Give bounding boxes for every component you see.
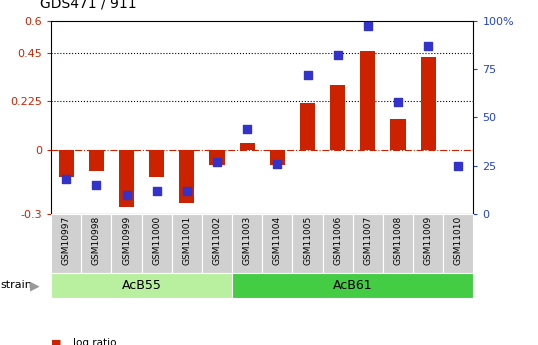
Bar	[209, 149, 224, 165]
Bar	[293, 214, 323, 273]
Text: GSM11010: GSM11010	[454, 216, 463, 266]
Point	[62, 176, 70, 182]
Bar	[141, 214, 172, 273]
Bar	[51, 273, 232, 298]
Text: strain: strain	[0, 280, 32, 290]
Text: GSM10999: GSM10999	[122, 216, 131, 266]
Point	[303, 72, 312, 78]
Bar	[323, 214, 353, 273]
Bar	[239, 143, 254, 149]
Point	[122, 192, 131, 197]
Point	[152, 188, 161, 194]
Text: GSM11004: GSM11004	[273, 216, 282, 265]
Bar	[51, 214, 81, 273]
Point	[394, 99, 402, 105]
Text: AcB61: AcB61	[333, 279, 373, 292]
Bar	[353, 214, 383, 273]
Text: ▶: ▶	[30, 279, 39, 292]
Bar	[149, 149, 164, 177]
Bar	[81, 214, 111, 273]
Text: GSM11000: GSM11000	[152, 216, 161, 266]
Point	[92, 182, 101, 188]
Point	[273, 161, 282, 166]
Bar	[119, 149, 134, 207]
Text: GSM11005: GSM11005	[303, 216, 312, 266]
Bar	[202, 214, 232, 273]
Bar	[391, 119, 406, 149]
Text: log ratio: log ratio	[73, 338, 116, 345]
Bar	[413, 214, 443, 273]
Text: GSM11002: GSM11002	[213, 216, 222, 265]
Point	[364, 24, 372, 29]
Text: GSM11006: GSM11006	[333, 216, 342, 266]
Point	[213, 159, 221, 165]
Text: GSM11003: GSM11003	[243, 216, 252, 266]
Text: GSM11008: GSM11008	[393, 216, 402, 266]
Bar	[111, 214, 141, 273]
Bar	[270, 149, 285, 165]
Bar	[300, 104, 315, 149]
Text: GSM10997: GSM10997	[62, 216, 70, 266]
Bar	[59, 149, 74, 177]
Point	[454, 163, 463, 168]
Text: GSM11007: GSM11007	[363, 216, 372, 266]
Bar	[360, 51, 376, 149]
Text: ■: ■	[51, 338, 62, 345]
Bar	[179, 149, 194, 203]
Bar	[383, 214, 413, 273]
Bar	[262, 214, 293, 273]
Bar	[172, 214, 202, 273]
Text: GSM11001: GSM11001	[182, 216, 192, 266]
Point	[182, 188, 191, 194]
Text: GSM10998: GSM10998	[92, 216, 101, 266]
Point	[243, 126, 251, 132]
Bar	[232, 214, 262, 273]
Bar	[421, 57, 436, 149]
Point	[334, 53, 342, 58]
Text: GDS471 / 911: GDS471 / 911	[40, 0, 137, 10]
Text: AcB55: AcB55	[122, 279, 161, 292]
Point	[424, 43, 433, 49]
Bar	[89, 149, 104, 171]
Bar	[443, 214, 473, 273]
Text: GSM11009: GSM11009	[424, 216, 433, 266]
Bar	[330, 85, 345, 149]
Bar	[232, 273, 473, 298]
